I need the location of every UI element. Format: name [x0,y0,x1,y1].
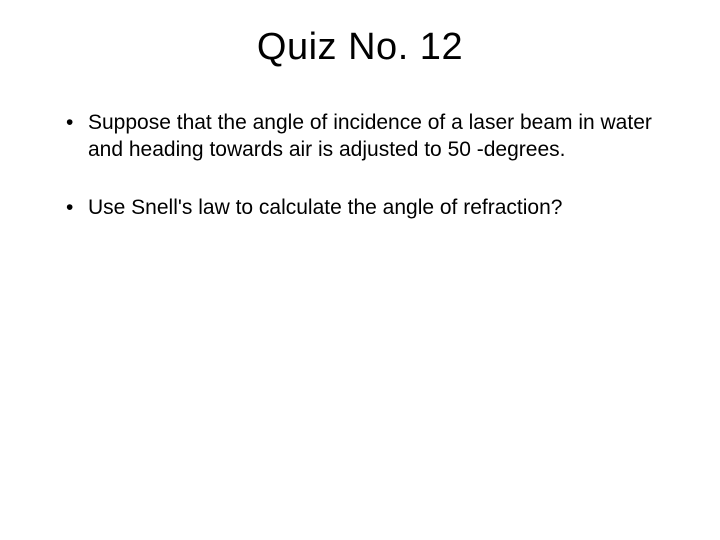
bullet-list: Suppose that the angle of incidence of a… [48,109,672,221]
list-item: Suppose that the angle of incidence of a… [66,109,672,164]
slide-container: Quiz No. 12 Suppose that the angle of in… [0,0,720,540]
slide-title: Quiz No. 12 [48,26,672,69]
list-item: Use Snell's law to calculate the angle o… [66,194,672,221]
